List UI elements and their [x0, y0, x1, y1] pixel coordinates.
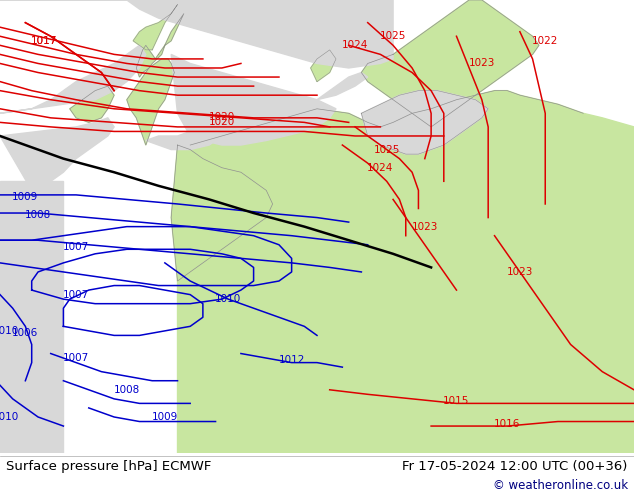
Text: 1023: 1023 — [411, 221, 438, 232]
Text: 1020: 1020 — [209, 112, 235, 122]
Polygon shape — [0, 118, 114, 190]
Polygon shape — [127, 14, 184, 145]
Text: 1025: 1025 — [373, 145, 400, 154]
Text: 1024: 1024 — [367, 163, 394, 172]
Polygon shape — [361, 91, 488, 154]
Text: 1012: 1012 — [278, 355, 305, 366]
Text: 1023: 1023 — [469, 58, 495, 69]
Text: 1007: 1007 — [63, 353, 89, 363]
Text: © weatheronline.co.uk: © weatheronline.co.uk — [493, 479, 628, 490]
Polygon shape — [361, 0, 539, 127]
Text: 1022: 1022 — [532, 36, 559, 46]
Text: 1008: 1008 — [113, 385, 140, 395]
Text: 1007: 1007 — [63, 290, 89, 299]
Polygon shape — [0, 181, 63, 453]
Text: 1006: 1006 — [12, 328, 39, 338]
Polygon shape — [171, 145, 273, 281]
Text: 1010: 1010 — [215, 294, 242, 304]
Text: 1010: 1010 — [0, 412, 20, 422]
Polygon shape — [311, 50, 336, 81]
Text: 1024: 1024 — [342, 40, 368, 50]
Polygon shape — [171, 54, 336, 145]
Polygon shape — [0, 0, 393, 68]
Text: Fr 17-05-2024 12:00 UTC (00+36): Fr 17-05-2024 12:00 UTC (00+36) — [403, 460, 628, 473]
Polygon shape — [178, 91, 634, 453]
Text: 1010: 1010 — [0, 326, 20, 336]
Text: 1023: 1023 — [507, 267, 533, 277]
Polygon shape — [317, 73, 368, 99]
Text: 1015: 1015 — [443, 396, 470, 406]
Text: 1017: 1017 — [31, 36, 58, 46]
Text: 1009: 1009 — [152, 412, 178, 422]
Text: 1009: 1009 — [12, 192, 39, 202]
Text: Surface pressure [hPa] ECMWF: Surface pressure [hPa] ECMWF — [6, 460, 212, 473]
Polygon shape — [0, 45, 146, 113]
Polygon shape — [133, 4, 178, 50]
Text: 1008: 1008 — [25, 210, 51, 221]
Text: 1017: 1017 — [31, 36, 58, 46]
Text: 1016: 1016 — [494, 419, 521, 429]
Polygon shape — [70, 86, 114, 122]
Polygon shape — [146, 127, 222, 149]
Text: 1025: 1025 — [380, 31, 406, 41]
Text: 1020: 1020 — [209, 118, 235, 127]
Text: 1007: 1007 — [63, 242, 89, 252]
